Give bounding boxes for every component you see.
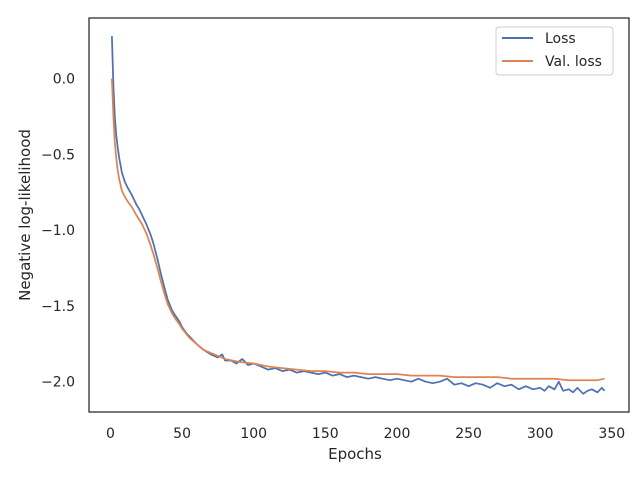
x-tick-label: 50 <box>173 426 191 442</box>
x-axis-label: Epochs <box>328 445 382 463</box>
y-tick-label: −1.0 <box>41 223 75 239</box>
y-axis-ticks: 0.0 −0.5 −1.0 −1.5 −2.0 <box>41 72 75 391</box>
series-layer <box>111 36 606 395</box>
legend: Loss Val. loss <box>495 26 614 76</box>
y-axis-label: Negative log-likelihood <box>16 129 34 301</box>
y-tick-label: −2.0 <box>41 375 75 391</box>
x-tick-label: 0 <box>106 426 115 442</box>
x-tick-label: 300 <box>527 426 554 442</box>
x-tick-label: 200 <box>384 426 411 442</box>
x-tick-label: 250 <box>455 426 482 442</box>
legend-label-loss: Loss <box>545 31 576 47</box>
y-tick-label: 0.0 <box>53 72 75 88</box>
series-line-loss <box>111 36 606 395</box>
legend-label-val-loss: Val. loss <box>545 54 602 70</box>
x-axis-ticks: 0 50 100 150 200 250 300 350 <box>106 426 625 442</box>
x-tick-label: 350 <box>598 426 625 442</box>
x-tick-label: 100 <box>240 426 267 442</box>
plot-area <box>88 17 630 413</box>
y-tick-label: −1.5 <box>41 299 75 315</box>
series-line-val-loss <box>111 78 605 382</box>
x-tick-label: 150 <box>312 426 339 442</box>
y-tick-label: −0.5 <box>41 147 75 163</box>
